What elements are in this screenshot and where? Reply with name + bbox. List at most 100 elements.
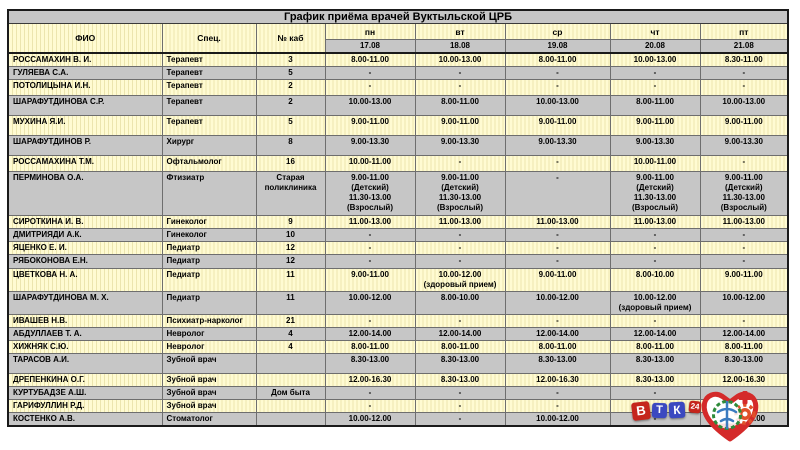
- time-cell: 9.00-11.00: [609, 115, 701, 136]
- specialty-cell: Невролог: [161, 327, 257, 341]
- time-cell: -: [324, 241, 416, 255]
- time-cell: 8.30-13.00: [609, 353, 701, 374]
- cabinet-cell: Старая поликлиника: [255, 171, 326, 216]
- specialty-cell: Невролог: [161, 340, 257, 354]
- time-cell: 12.00-16.30: [504, 373, 611, 387]
- time-cell: 10.00-12.00 (здоровый прием): [414, 268, 506, 292]
- specialty-cell: Терапевт: [161, 115, 257, 136]
- time-cell: 8.30-13.00: [414, 353, 506, 374]
- doctor-name-cell: КУРТУБАДЗЕ А.Ш.: [7, 386, 163, 400]
- cabinet-cell: 12: [255, 241, 326, 255]
- table-row: ГУЛЯЕВА С.А. Терапевт 5- - - - -: [7, 66, 789, 80]
- time-cell: -: [609, 79, 701, 96]
- table-row: ИВАШЕВ Н.В. Психиатр-нарколог 21- - - - -: [7, 314, 789, 328]
- time-cell: -: [699, 241, 789, 255]
- day-header-вт: вт: [414, 23, 506, 40]
- cabinet-cell: 21: [255, 314, 326, 328]
- time-cell: -: [609, 228, 701, 242]
- date-header: 17.08: [324, 39, 416, 54]
- time-cell: 11.00-13.00: [414, 215, 506, 229]
- date-header: 18.08: [414, 39, 506, 54]
- time-cell: 8.30-13.00: [324, 353, 416, 374]
- specialty-cell: Зубной врач: [161, 386, 257, 400]
- time-cell: -: [324, 66, 416, 80]
- cabinet-cell: 12: [255, 254, 326, 269]
- specialty-cell: Педиатр: [161, 241, 257, 255]
- time-cell: -: [414, 155, 506, 172]
- time-cell: -: [699, 79, 789, 96]
- time-cell: 8.00-11.00: [414, 95, 506, 116]
- time-cell: -: [324, 228, 416, 242]
- day-header-ср: ср: [504, 23, 611, 40]
- doctor-name-cell: РОССАМАХИНА Т.М.: [7, 155, 163, 172]
- time-cell: 8.00-11.00: [609, 340, 701, 354]
- time-cell: 11.00-13.00: [699, 215, 789, 229]
- specialty-cell: Гинеколог: [161, 228, 257, 242]
- time-cell: 9.00-11.00: [699, 268, 789, 292]
- doctor-name-cell: МУХИНА Я.И.: [7, 115, 163, 136]
- specialty-cell: Педиатр: [161, 254, 257, 269]
- doctor-name-cell: РОССАМАХИН В. И.: [7, 52, 163, 67]
- days-header-row: ФИО Спец. № каб пн вт ср чт пт: [7, 23, 789, 54]
- page-title: График приёма врачей Вуктыльской ЦРБ: [7, 9, 789, 24]
- doctor-name-cell: ЯЦЕНКО Е. И.: [7, 241, 163, 255]
- specialty-cell: Терапевт: [161, 79, 257, 96]
- dates-header-row: 17.08 18.08 19.08 20.08 21.08: [8, 39, 789, 54]
- specialty-cell: Стоматолог: [161, 412, 257, 427]
- time-cell: -: [609, 254, 701, 269]
- schedule-table-container: График приёма врачей Вуктыльской ЦРБ ФИО…: [7, 9, 790, 427]
- specialty-cell: Фтизиатр: [161, 171, 257, 216]
- time-cell: 9.00-11.00 (Детский) 11.30-13.00 (Взросл…: [609, 171, 701, 216]
- doctor-name-cell: АБДУЛЛАЕВ Т. А.: [7, 327, 163, 341]
- time-cell: -: [324, 79, 416, 96]
- time-cell: -: [414, 399, 506, 413]
- table-row: ДРЕПЕНКИНА О.Г. Зубной врач 12.00-16.30 8.3…: [7, 373, 789, 387]
- cabinet-cell: [255, 412, 326, 427]
- time-cell: -: [504, 228, 611, 242]
- time-cell: -: [324, 386, 416, 400]
- time-cell: 10.00-12.00: [324, 412, 416, 427]
- time-cell: -: [504, 254, 611, 269]
- time-cell: -: [699, 254, 789, 269]
- doctor-name-cell: ШАРАФУТДИНОВА М. Х.: [7, 291, 163, 315]
- table-row: ШАРАФУТДИНОВ Р. Хирург 8 9.00-13.30 9.00-13.…: [7, 135, 789, 156]
- table-row: ЯЦЕНКО Е. И. Педиатр 12- - - - -: [7, 241, 789, 255]
- cabinet-cell: 4: [255, 340, 326, 354]
- vtk-letter-tile: В: [630, 400, 652, 422]
- time-cell: 8.30-13.00: [414, 373, 506, 387]
- schedule-body: РОССАМАХИН В. И. Терапевт 3 8.00-11.00 10.00…: [7, 52, 789, 427]
- time-cell: 8.00-11.00: [699, 340, 789, 354]
- time-cell: 12.00-14.00: [504, 327, 611, 341]
- doctor-name-cell: ШАРАФУТДИНОВА С.Р.: [7, 95, 163, 116]
- time-cell: 9.00-13.30: [699, 135, 789, 156]
- time-cell: 10.00-13.00: [414, 52, 506, 67]
- table-row: РОССАМАХИНА Т.М. Офтальмолог 16 10.00-11.00…: [7, 155, 789, 172]
- doctor-name-cell: СИРОТКИНА И. В.: [7, 215, 163, 229]
- time-cell: 9.00-11.00: [324, 115, 416, 136]
- heart-emblem-icon: [701, 391, 759, 442]
- time-cell: 9.00-11.00: [414, 115, 506, 136]
- time-cell: 10.00-12.00: [504, 412, 611, 427]
- time-cell: 8.30-13.00: [504, 353, 611, 374]
- doctor-name-cell: ИВАШЕВ Н.В.: [7, 314, 163, 328]
- time-cell: 10.00-11.00: [324, 155, 416, 172]
- time-cell: 8.30-13.00: [699, 353, 789, 374]
- date-header: 20.08: [609, 39, 701, 54]
- time-cell: 9.00-13.30: [504, 135, 611, 156]
- crb-heart-logo: [698, 387, 762, 450]
- time-cell: -: [414, 386, 506, 400]
- time-cell: -: [699, 228, 789, 242]
- doctor-name-cell: ПОТОЛИЦЫНА И.Н.: [7, 79, 163, 96]
- time-cell: -: [504, 155, 611, 172]
- cabinet-cell: 2: [255, 95, 326, 116]
- time-cell: 10.00-12.00 (здоровый прием): [609, 291, 701, 315]
- gear-hole: [742, 411, 748, 417]
- time-cell: 12.00-16.30: [699, 373, 789, 387]
- table-row: ЦВЕТКОВА Н. А. Педиатр 11 9.00-11.00 10.00-1…: [7, 268, 789, 292]
- cabinet-cell: [255, 373, 326, 387]
- table-row: РЯБОКОНОВА Е.Н. Педиатр 12- - - - -: [7, 254, 789, 269]
- cabinet-cell: Дом быта: [255, 386, 326, 400]
- column-header-cab: № каб: [255, 23, 326, 54]
- cabinet-cell: 16: [255, 155, 326, 172]
- table-row: ХИЖНЯК С.Ю. Невролог 4 8.00-11.00 8.00-11.00…: [7, 340, 789, 354]
